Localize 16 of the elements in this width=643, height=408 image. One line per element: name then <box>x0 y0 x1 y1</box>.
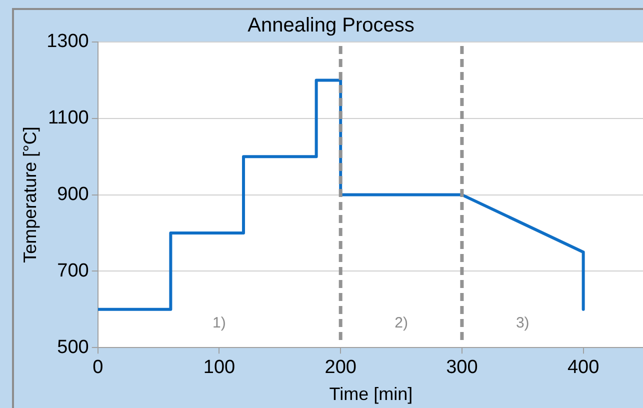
annotation: 1) <box>212 314 226 332</box>
annotation: 2) <box>394 314 408 332</box>
x-axis-title: Time [min] <box>329 384 413 404</box>
y-tick-label: 900 <box>57 184 89 206</box>
y-tick-label: 1300 <box>46 31 89 52</box>
x-tick-label: 0 <box>92 357 104 378</box>
x-tick-label: 200 <box>324 357 356 378</box>
chart-title: Annealing Process <box>248 14 414 37</box>
y-axis-title: Temperature [°C] <box>20 126 40 263</box>
x-tick-label: 400 <box>567 357 600 378</box>
annotation: 3) <box>516 314 530 332</box>
y-tick-label: 1100 <box>48 108 89 129</box>
x-tick-label: 100 <box>203 357 236 378</box>
y-tick-label: 500 <box>57 336 89 358</box>
x-tick-label: 300 <box>446 357 478 378</box>
y-tick-label: 700 <box>57 260 89 282</box>
